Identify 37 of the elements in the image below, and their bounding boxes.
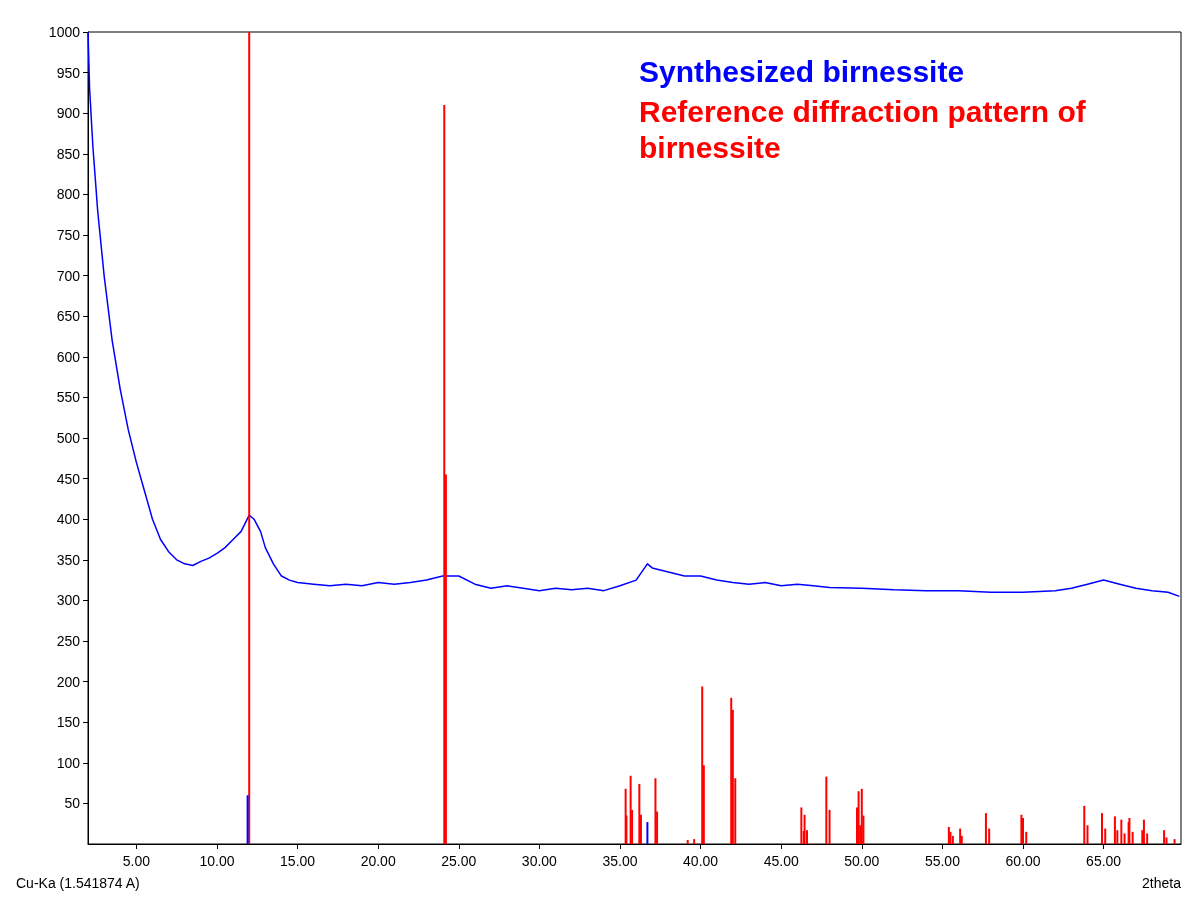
y-tick-label: 500	[56, 430, 81, 446]
x-tick-label: 25.00	[441, 853, 477, 869]
y-tick-label: 600	[56, 348, 81, 365]
x-tick-label: 10.00	[199, 853, 235, 869]
y-tick-label: 350	[56, 551, 81, 568]
y-tick-label: 250	[56, 633, 81, 649]
y-tick-label: 850	[56, 145, 81, 162]
y-tick-label: 800	[56, 186, 81, 203]
y-tick-label: 450	[56, 470, 81, 487]
y-tick-label: 900	[56, 105, 81, 122]
x-tick-label: 45.00	[763, 853, 799, 869]
x-tick-label: 65.00	[1086, 853, 1122, 869]
x-tick-label: 50.00	[844, 853, 880, 869]
text: Cu-Ka (1.541874 A)	[16, 875, 140, 891]
text: Reference diffraction pattern of birnessite	[639, 94, 1095, 164]
x-tick-label: 35.00	[602, 853, 638, 869]
y-tick-label: 200	[56, 673, 81, 690]
x-tick-label: 30.00	[521, 853, 558, 869]
y-tick-label: 300	[56, 592, 81, 609]
x-tick-label: 60.00	[1005, 853, 1041, 869]
y-tick-label: 550	[56, 389, 81, 406]
y-tick-label: 400	[56, 511, 81, 528]
x-tick-label: 5.00	[122, 853, 151, 869]
x-tick-label: 40.00	[683, 853, 719, 869]
x-axis-title: 2theta	[1142, 875, 1182, 891]
y-tick-label: 50	[64, 795, 81, 812]
y-tick-label: 150	[56, 714, 81, 731]
y-tick-label: 650	[56, 308, 81, 325]
y-tick-label: 1000	[48, 24, 81, 40]
y-tick-label: 950	[56, 64, 81, 81]
x-tick-label: 15.00	[280, 853, 316, 869]
x-tick-label: 55.00	[924, 853, 961, 869]
y-tick-label: 700	[56, 267, 81, 284]
y-tick-label: 100	[56, 754, 81, 771]
text: Synthesized birnessite	[639, 54, 965, 88]
y-tick-label: 750	[56, 227, 81, 243]
x-tick-label: 20.00	[360, 853, 396, 869]
